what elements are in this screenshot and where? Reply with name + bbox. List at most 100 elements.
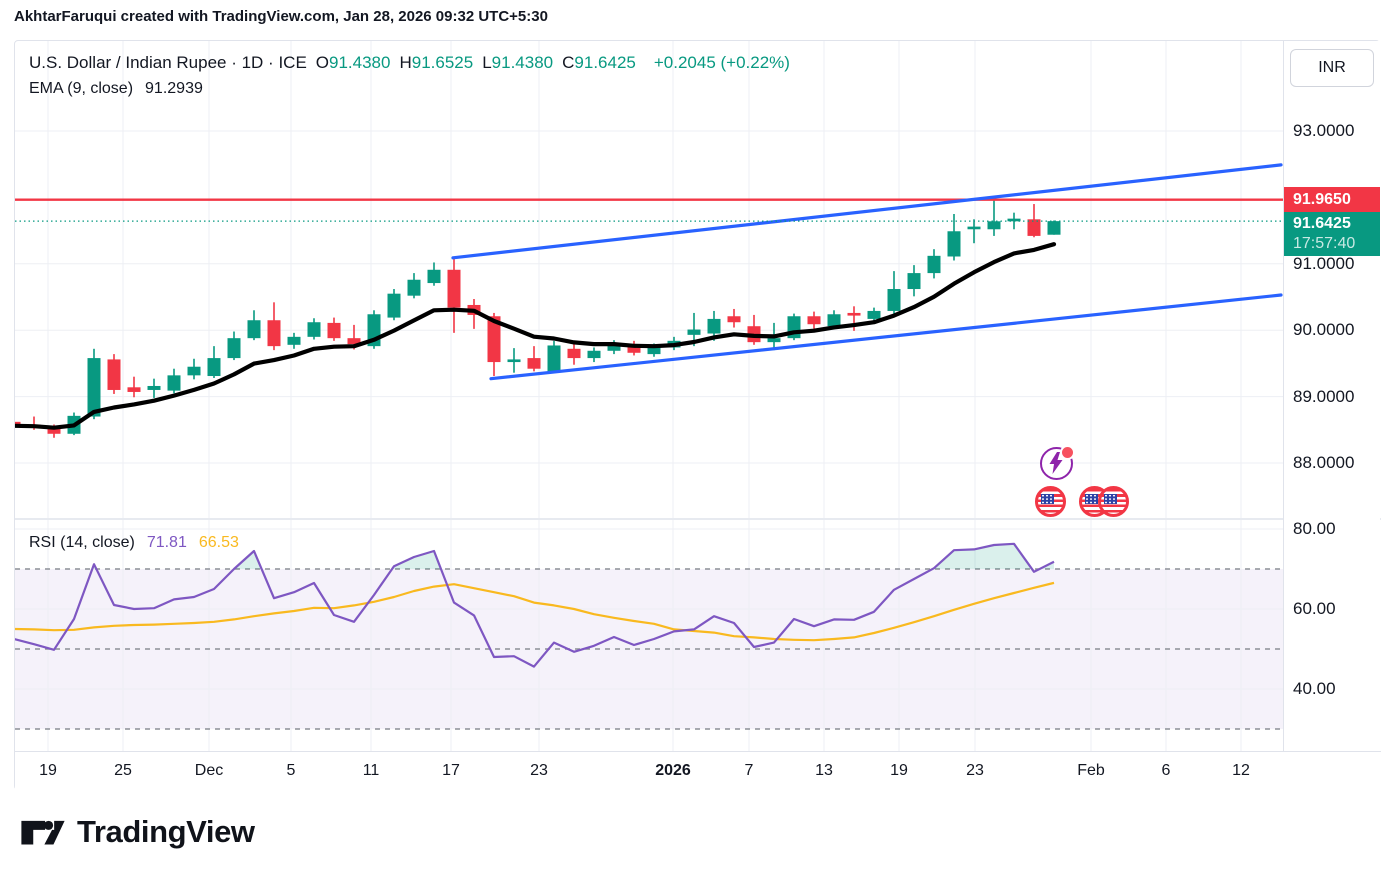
time-axis-label: 25 [114, 762, 132, 779]
candle-body [447, 269, 461, 308]
candle-body [147, 385, 161, 390]
time-axis-label: 5 [286, 762, 296, 779]
rsi-line[interactable] [15, 542, 1055, 668]
time-axis-label: 13 [815, 762, 833, 779]
candle-body [947, 231, 961, 257]
candle-body [1007, 218, 1021, 222]
rsi-legend-name: RSI (14, close) [29, 534, 135, 551]
candle-body [707, 318, 721, 334]
candle-body [547, 345, 561, 372]
candle-body [327, 322, 341, 339]
candle-body [607, 344, 621, 351]
lightning-bolt-icon [1049, 452, 1063, 474]
candle-body [107, 359, 121, 390]
pane-separator[interactable] [15, 518, 1381, 520]
channel-lower[interactable] [489, 293, 1283, 381]
time-axis-label: Feb [1077, 762, 1105, 779]
tradingview-mark-icon [21, 820, 65, 845]
candle-body [527, 358, 541, 369]
flag-canton [1104, 494, 1117, 504]
candle-body [1047, 221, 1061, 235]
candle-body [587, 350, 601, 359]
price-axis-label: 88.0000 [1293, 453, 1355, 472]
attribution-text: AkhtarFaruqui created with TradingView.c… [14, 8, 548, 25]
candle-body [907, 273, 921, 290]
candle-body [407, 279, 421, 296]
chart-canvas[interactable] [15, 41, 1283, 751]
time-axis-label: 19 [890, 762, 908, 779]
price-axis-label: 90.0000 [1293, 320, 1355, 340]
candle-body [887, 289, 901, 311]
ohlc-item: H91.6525 [399, 53, 474, 72]
candle-body [727, 316, 741, 323]
candle-body [187, 366, 201, 376]
candle-body [387, 293, 401, 318]
time-axis-label: 7 [744, 762, 754, 779]
notification-dot [1060, 445, 1075, 460]
price-axis-label: 93.0000 [1293, 121, 1355, 140]
last-price-badge: 91.6425 17:57:40 [1284, 212, 1380, 256]
candle-body [507, 359, 521, 363]
candle-body [867, 310, 881, 319]
tradingview-logo[interactable]: TradingView [20, 812, 255, 852]
ohlc-item: O91.4380 [315, 53, 391, 72]
us-flag-event-icon[interactable] [1098, 486, 1129, 517]
candle-body [1027, 219, 1041, 236]
bar-countdown: 17:57:40 [1293, 235, 1356, 252]
currency-button[interactable]: INR [1290, 49, 1374, 87]
rsi-axis-label: 60.00 [1293, 599, 1336, 618]
candle-body [567, 348, 581, 359]
chart-widget: U.S. Dollar / Indian Rupee · 1D · ICE O9… [14, 40, 1381, 791]
candle-body [987, 221, 1001, 230]
candle-body [207, 358, 221, 377]
candle-body [807, 316, 821, 325]
flag-canton [1085, 494, 1098, 504]
rsi-legend-value: 71.81 [146, 534, 187, 551]
candle-body [87, 358, 101, 417]
candle-body [687, 329, 701, 335]
time-axis-label: 6 [1161, 762, 1171, 779]
price-axis[interactable]: INR 91.9650 91.6425 17:57:40 93.0000 91.0… [1283, 41, 1380, 791]
candle-body [247, 320, 261, 339]
rsi-ma-legend-value: 66.53 [198, 534, 239, 551]
ema-legend-name: EMA (9, close) [29, 80, 134, 97]
candle-body [967, 226, 981, 230]
time-axis-label: Dec [194, 762, 224, 779]
rsi-legend: RSI (14, close) 71.81 66.53 [29, 534, 239, 552]
rsi-axis-label: 40.00 [1293, 679, 1336, 698]
symbol-legend: U.S. Dollar / Indian Rupee · 1D · ICE O9… [29, 53, 790, 98]
candle-body [47, 428, 61, 434]
flag-canton [1041, 494, 1054, 504]
candle-body [427, 269, 441, 284]
candle-body [847, 312, 861, 316]
event-lightning-icon[interactable] [1040, 445, 1075, 480]
candle-body [307, 322, 321, 337]
ema-legend-value: 91.2939 [145, 80, 203, 97]
candle-body [267, 320, 281, 347]
candle-body [627, 344, 641, 353]
time-axis[interactable]: 19 25 Dec 5 11 17 23 2026 7 13 19 23 Feb 6 12 [15, 751, 1381, 791]
us-flag-event-icon[interactable] [1035, 486, 1066, 517]
symbol-title: U.S. Dollar / Indian Rupee · 1D · ICE [29, 53, 307, 72]
last-price-value: 91.6425 [1293, 215, 1351, 232]
ohlc-values: O91.4380 H91.6525 L91.4380 C91.6425 [316, 53, 645, 73]
time-axis-label: 23 [530, 762, 548, 779]
rsi-axis-label: 80.00 [1293, 519, 1336, 538]
price-axis-label: 91.0000 [1293, 253, 1355, 273]
time-axis-label: 12 [1232, 762, 1250, 779]
candle-body [227, 338, 241, 359]
candle-body [767, 338, 781, 343]
candle-body [127, 387, 141, 392]
rsi-overbought-fill [15, 543, 1054, 569]
channel-upper[interactable] [451, 163, 1283, 260]
price-axis-label: 89.0000 [1293, 386, 1355, 406]
time-axis-label: 2026 [655, 762, 691, 779]
candle-body [487, 316, 501, 363]
candle-body [927, 255, 941, 274]
time-axis-label: 17 [442, 762, 460, 779]
candle-body [827, 314, 841, 327]
rsi-ma-line[interactable] [15, 581, 1055, 642]
ema-line[interactable] [15, 242, 1057, 430]
tradingview-logo-text: TradingView [77, 814, 255, 849]
candles [15, 199, 1061, 438]
